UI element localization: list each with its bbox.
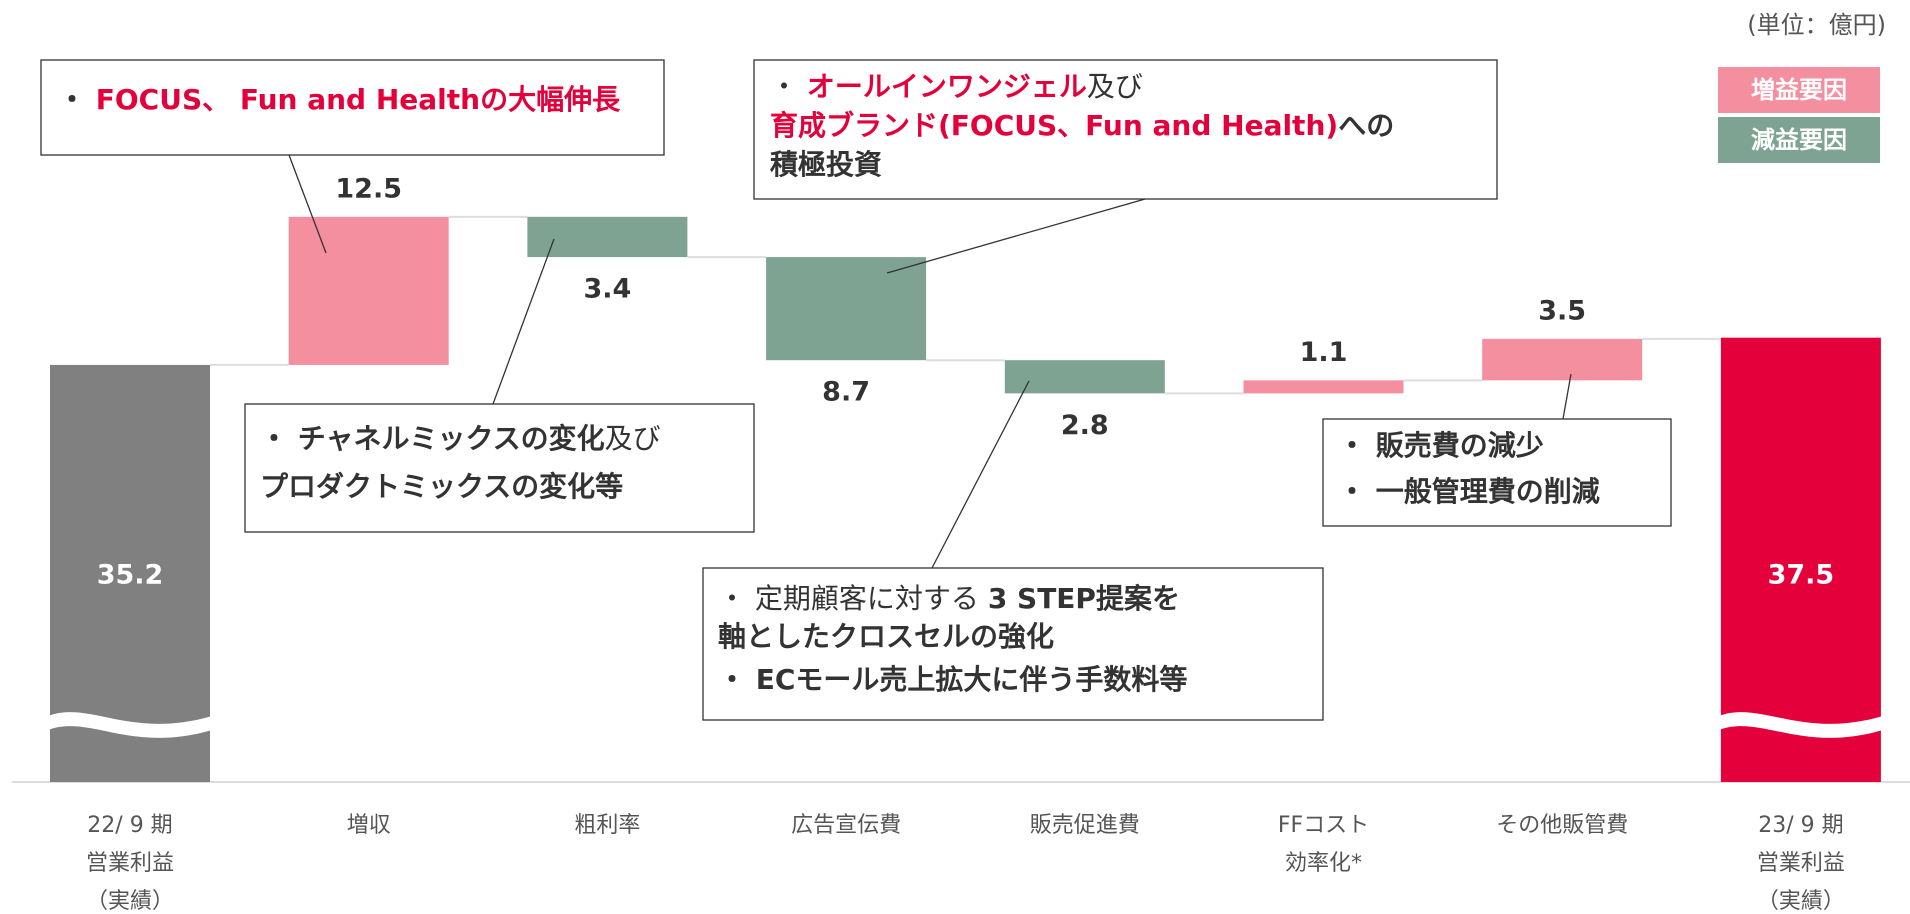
x-tick-label: 23/ 9 期 [1758,813,1843,838]
annotation-segment: 育成ブランド(FOCUS、Fun and Health) [770,109,1338,142]
annotation-segment: ・ ECモール売上拡大に伴う手数料等 [718,663,1187,696]
x-tick-label: （実績） [86,889,174,914]
x-tick-label: 広告宣伝費 [791,813,901,838]
x-tick-label: 粗利率 [574,813,640,838]
annotation-text: ・ オールインワンジェル及び [770,70,1143,103]
annotation-text: ・ 一般管理費の削減 [1338,475,1600,508]
annotation-text: ・ FOCUS、 Fun and Healthの大幅伸長 [58,83,621,116]
annotation-segment: 軸としたクロスセルの強化 [718,620,1054,653]
bar [1243,380,1404,394]
value-label: 2.8 [1061,410,1109,441]
annotation-segment: 及び [1087,70,1143,103]
leader-line [492,238,555,405]
legend-label: 増益要因 [1751,76,1847,104]
annotation-segment: ・ [770,70,807,103]
legend-label: 減益要因 [1751,126,1847,154]
leader-line [931,380,1030,569]
leader-line [886,198,1146,274]
leader-line [1562,373,1572,420]
x-tick-label: 販売促進費 [1030,813,1140,838]
legend-swatch [1718,67,1880,113]
annotation-text: 育成ブランド(FOCUS、Fun and Health)への [770,109,1394,142]
value-label: 3.4 [583,274,631,305]
x-tick-label: 効率化* [1285,851,1362,876]
annotation-text: ・ 定期顧客に対する 3 STEP提案を [718,582,1180,615]
x-tick-label: 営業利益 [86,851,174,876]
annotation-segment: FOCUS、 Fun and Healthの大幅伸長 [96,83,621,116]
annotation-text: プロダクトミックスの変化等 [260,470,623,503]
annotation-segment: ・ 販売費の減少 [1338,429,1544,462]
annotation-segment: 3 STEP提案を [988,582,1180,615]
value-label: 1.1 [1300,337,1348,368]
bar [1482,338,1643,381]
annotation-text: ・ 販売費の減少 [1338,429,1544,462]
annotation-segment: ・ 一般管理費の削減 [1338,475,1600,508]
x-tick-label: FFコスト [1278,813,1369,838]
unit-label: (単位：億円) [1747,11,1886,39]
bar [1004,360,1165,394]
x-tick-label: その他販管費 [1496,813,1628,838]
x-tick-label: （実績） [1757,889,1845,914]
x-tick-label: 営業利益 [1757,851,1845,876]
annotation-segment: ・ 定期顧客に対する [718,582,988,615]
annotation-text: ・ ECモール売上拡大に伴う手数料等 [718,663,1187,696]
bar [766,257,927,361]
annotation-segment: オールインワンジェル [807,70,1087,103]
axis-break [48,712,212,738]
annotation-segment: への [1338,109,1394,142]
annotation-text: 積極投資 [770,148,882,181]
value-label: 12.5 [335,173,402,204]
leader-line [288,154,327,254]
annotation-segment: 積極投資 [770,148,882,181]
annotation-segment: プロダクトミックスの変化等 [260,470,623,503]
value-label: 3.5 [1538,295,1586,326]
legend-swatch [1718,117,1880,163]
annotation-segment: 及び [605,422,661,455]
x-tick-label: 増収 [347,813,391,838]
value-label: 37.5 [1768,560,1835,591]
axis-break [1718,712,1883,738]
annotation-segment: ・ [260,422,298,455]
annotation-text: ・ チャネルミックスの変化及び [260,422,661,455]
bar [527,216,688,258]
value-label: 35.2 [97,560,164,591]
bar [288,216,449,365]
annotation-segment: チャネルミックスの変化 [298,422,605,455]
annotation-box [702,567,1324,721]
bar [1720,337,1881,782]
annotation-segment: ・ [58,83,96,116]
annotation-box [244,403,755,533]
annotation-box [40,59,665,156]
annotation-box [1322,418,1672,527]
annotation-box [753,59,1498,200]
annotation-text: 軸としたクロスセルの強化 [718,620,1054,653]
value-label: 8.7 [822,377,870,408]
x-tick-label: 22/ 9 期 [87,813,172,838]
